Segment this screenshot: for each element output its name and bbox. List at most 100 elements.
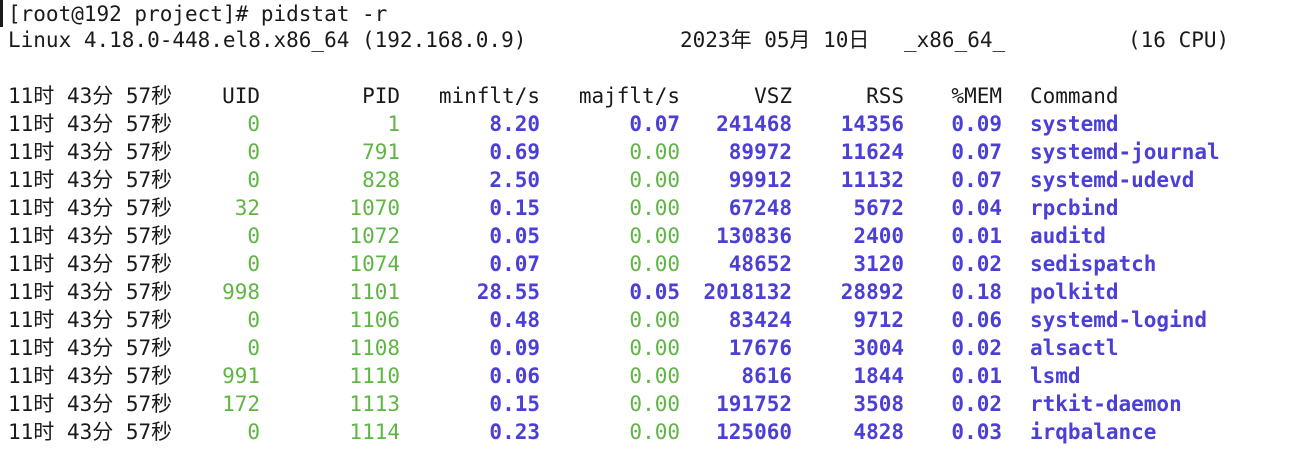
row-majflt: 0.00	[629, 364, 680, 388]
row-command: alsactl	[1030, 336, 1119, 360]
header-time: 11时 43分 57秒	[8, 84, 173, 108]
table-row: 11时 43分 57秒 0 791 0.69 0.00 89972 11624 0.07 sys…	[0, 138, 1316, 166]
row-uid: 0	[247, 168, 260, 192]
row-vsz: 130836	[716, 224, 792, 248]
row-pid: 1113	[349, 392, 400, 416]
row-mem: 0.02	[951, 392, 1002, 416]
row-pid: 1101	[349, 280, 400, 304]
row-time: 11时 43分 57秒	[8, 420, 173, 444]
row-majflt: 0.00	[629, 420, 680, 444]
row-command: systemd-logind	[1030, 308, 1208, 332]
table-row: 11时 43分 57秒 0 1 8.20 0.07 241468 14356 0.09 syst…	[0, 110, 1316, 138]
row-majflt: 0.00	[629, 224, 680, 248]
row-rss: 4828	[853, 420, 904, 444]
row-command: lsmd	[1030, 364, 1081, 388]
row-time: 11时 43分 57秒	[8, 112, 173, 136]
row-majflt: 0.00	[629, 336, 680, 360]
row-command: systemd	[1030, 112, 1119, 136]
row-pid: 1070	[349, 196, 400, 220]
arch-info: _x86_64_	[904, 28, 1006, 52]
table-row: 11时 43分 57秒 172 1113 0.15 0.00 191752 3508 0.02…	[0, 390, 1316, 418]
row-mem: 0.18	[951, 280, 1002, 304]
table-header: 11时 43分 57秒 UID PID minflt/s majflt/s VS…	[0, 82, 1316, 110]
row-majflt: 0.07	[629, 112, 680, 136]
table-row: 11时 43分 57秒 991 1110 0.06 0.00 8616 1844 0.01 ls…	[0, 362, 1316, 390]
row-pid: 791	[362, 140, 400, 164]
cutoff-row	[0, 446, 1316, 454]
row-command: auditd	[1030, 224, 1106, 248]
row-uid: 0	[247, 308, 260, 332]
cursor-bar	[0, 0, 3, 27]
row-time: 11时 43分 57秒	[8, 252, 173, 276]
table-row: 11时 43分 57秒 0 1108 0.09 0.00 17676 3004 0.02 als…	[0, 334, 1316, 362]
row-time: 11时 43分 57秒	[8, 224, 173, 248]
row-uid: 0	[247, 252, 260, 276]
row-rss: 3508	[853, 392, 904, 416]
row-uid: 0	[247, 112, 260, 136]
row-minflt: 28.55	[476, 280, 540, 304]
row-rss: 11624	[840, 140, 904, 164]
row-vsz: 67248	[728, 196, 792, 220]
row-time: 11时 43分 57秒	[8, 308, 173, 332]
row-rss: 9712	[853, 308, 904, 332]
row-pid: 1114	[349, 420, 400, 444]
row-uid: 172	[222, 392, 260, 416]
cpu-info: (16 CPU)	[1128, 28, 1230, 52]
row-uid: 998	[222, 280, 260, 304]
row-minflt: 0.48	[489, 308, 540, 332]
row-minflt: 8.20	[489, 112, 540, 136]
row-uid: 0	[247, 336, 260, 360]
row-uid: 0	[247, 420, 260, 444]
row-vsz: 48652	[728, 252, 792, 276]
row-vsz: 99912	[728, 168, 792, 192]
row-vsz: 2018132	[703, 280, 792, 304]
row-minflt: 0.05	[489, 224, 540, 248]
header-command: Command	[1030, 84, 1119, 108]
header-minflt: minflt/s	[438, 84, 540, 108]
row-rss: 5672	[853, 196, 904, 220]
row-minflt: 0.23	[489, 420, 540, 444]
row-time: 11时 43分 57秒	[8, 196, 173, 220]
row-rss: 14356	[840, 112, 904, 136]
row-vsz: 191752	[716, 392, 792, 416]
row-command: rpcbind	[1030, 196, 1119, 220]
row-time: 11时 43分 57秒	[8, 140, 173, 164]
row-command: sedispatch	[1030, 252, 1157, 276]
row-mem: 0.09	[951, 112, 1002, 136]
table-row: 11时 43分 57秒 0 1074 0.07 0.00 48652 3120 0.02 sed…	[0, 250, 1316, 278]
row-pid: 1108	[349, 336, 400, 360]
header-pid: PID	[362, 84, 400, 108]
row-vsz: 8616	[741, 364, 792, 388]
kernel-info: Linux 4.18.0-448.el8.x86_64 (192.168.0.9…	[8, 28, 527, 52]
row-rss: 28892	[840, 280, 904, 304]
row-command: rtkit-daemon	[1030, 392, 1182, 416]
row-vsz: 125060	[716, 420, 792, 444]
row-mem: 0.03	[951, 420, 1002, 444]
row-rss: 11132	[840, 168, 904, 192]
row-vsz: 241468	[716, 112, 792, 136]
row-mem: 0.06	[951, 308, 1002, 332]
row-time: 11时 43分 57秒	[8, 168, 173, 192]
row-pid: 1	[387, 112, 400, 136]
row-command: irqbalance	[1030, 420, 1157, 444]
row-minflt: 0.15	[489, 392, 540, 416]
row-minflt: 0.06	[489, 364, 540, 388]
row-mem: 0.01	[951, 224, 1002, 248]
header-vsz: VSZ	[754, 84, 792, 108]
table-row: 11时 43分 57秒 0 1114 0.23 0.00 125060 4828 0.03 ir…	[0, 418, 1316, 446]
row-pid: 1106	[349, 308, 400, 332]
date-info: 2023年 05月 10日	[680, 28, 870, 52]
prompt-line: [root@192 project]# pidstat -r	[0, 0, 1316, 28]
row-command: systemd-udevd	[1030, 168, 1195, 192]
prompt-text: [root@192 project]# pidstat -r	[8, 2, 388, 26]
sysinfo-line: Linux 4.18.0-448.el8.x86_64 (192.168.0.9…	[0, 26, 1316, 54]
row-vsz: 89972	[728, 140, 792, 164]
table-row: 11时 43分 57秒 0 1106 0.48 0.00 83424 9712 0.06 sys…	[0, 306, 1316, 334]
row-uid: 0	[247, 224, 260, 248]
row-majflt: 0.00	[629, 392, 680, 416]
row-minflt: 2.50	[489, 168, 540, 192]
row-minflt: 0.09	[489, 336, 540, 360]
row-vsz: 17676	[728, 336, 792, 360]
header-rss: RSS	[866, 84, 904, 108]
